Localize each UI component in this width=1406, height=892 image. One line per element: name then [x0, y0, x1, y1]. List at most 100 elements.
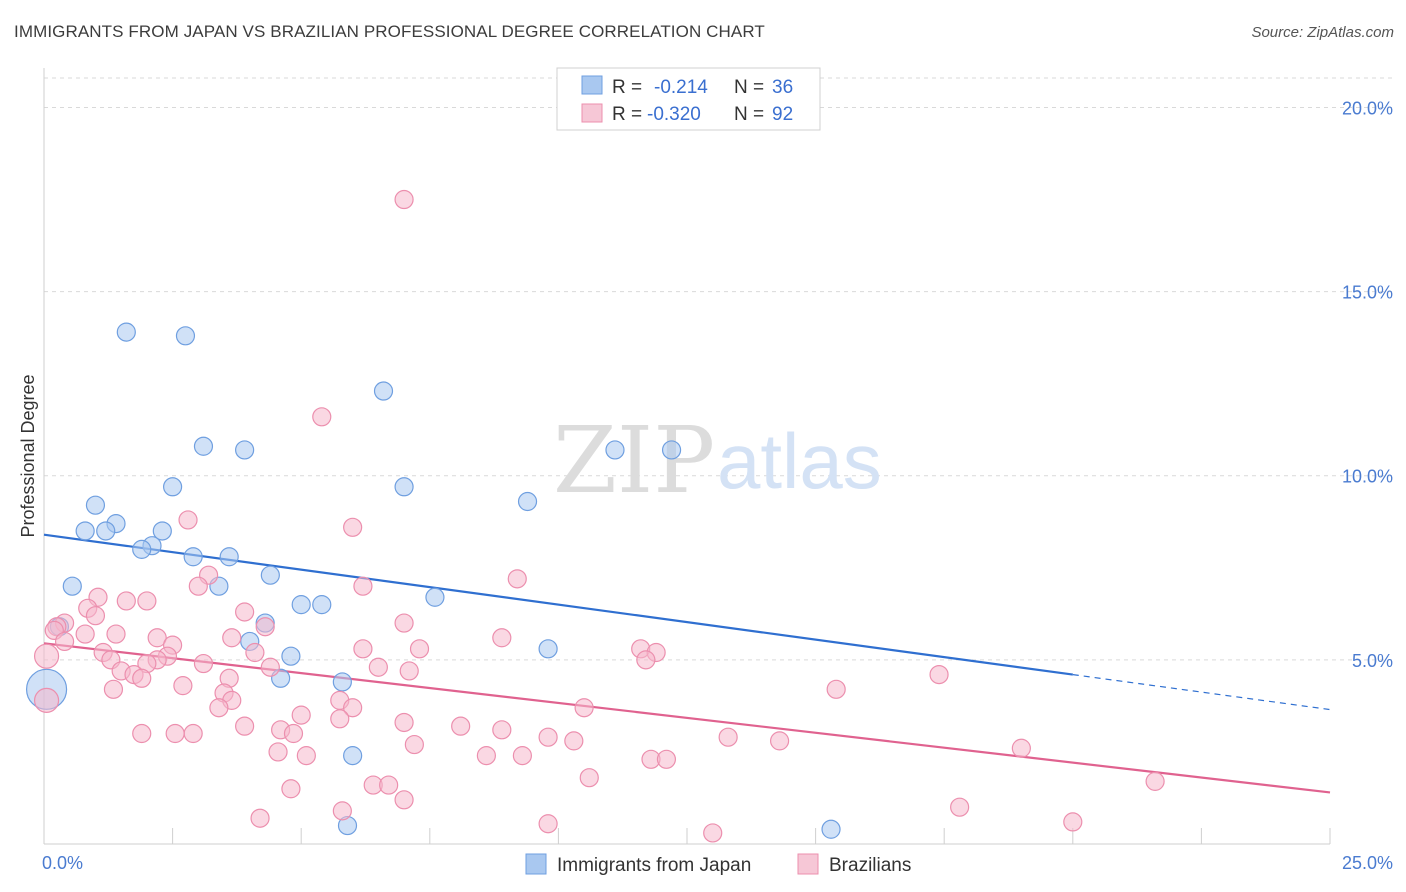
point-brazil-87 — [950, 797, 970, 817]
point-brazil-83 — [379, 775, 399, 795]
point-brazil-12 — [85, 606, 106, 626]
point-brazil-24 — [54, 631, 75, 652]
point-brazil-59 — [394, 712, 414, 733]
point-brazil-71 — [769, 731, 790, 751]
source-label: Source: ZipAtlas.com — [1251, 24, 1394, 41]
legend-n-label-japan: N = — [734, 77, 764, 98]
point-brazil-31 — [245, 642, 265, 663]
point-brazil-55 — [343, 698, 363, 718]
y-tick-label-1: 10.0% — [1342, 467, 1393, 487]
point-brazil-79 — [1011, 738, 1031, 758]
legend-swatch-japan — [581, 75, 603, 95]
point-japan-7 — [163, 477, 183, 497]
point-brazil-69 — [564, 731, 584, 751]
trend-line-brazil — [43, 642, 1331, 794]
point-brazil-42 — [260, 657, 280, 677]
point-japan-1 — [175, 326, 196, 346]
point-japan-31 — [332, 672, 352, 692]
point-brazil-66 — [132, 723, 152, 744]
point-brazil-23 — [492, 628, 512, 648]
point-japan-14 — [152, 521, 172, 541]
point-brazil-78 — [656, 749, 677, 769]
point-brazil-86 — [332, 801, 352, 821]
point-brazil-38 — [193, 653, 214, 674]
point-brazil-90 — [1063, 812, 1083, 832]
y-tick-label-0: 5.0% — [1352, 651, 1393, 671]
point-japan-28 — [538, 639, 558, 659]
x-tick-label-1: 25.0% — [1342, 853, 1393, 873]
y-tick-label-3: 20.0% — [1342, 98, 1393, 118]
point-brazil-22 — [222, 628, 242, 648]
point-brazil-89 — [538, 814, 558, 834]
point-brazil-36 — [636, 650, 656, 670]
point-brazil-56 — [574, 698, 594, 718]
point-japan-19 — [260, 565, 280, 585]
point-brazil-65 — [165, 723, 185, 744]
point-brazil-21 — [147, 628, 167, 648]
point-brazil-62 — [492, 720, 512, 740]
point-brazil-84 — [281, 779, 301, 799]
point-japan-4 — [235, 440, 255, 460]
point-brazil-6 — [188, 576, 208, 596]
point-brazil-27 — [409, 639, 430, 659]
point-japan-35 — [821, 819, 841, 839]
point-brazil-7 — [353, 576, 373, 596]
point-brazil-2 — [343, 517, 363, 537]
point-japan-0 — [116, 322, 136, 342]
point-japan-5 — [605, 440, 625, 460]
bottom-legend-swatch-brazil — [797, 853, 819, 875]
point-brazil-51 — [33, 687, 60, 713]
point-brazil-1 — [312, 407, 332, 427]
point-brazil-58 — [330, 709, 350, 729]
point-brazil-54 — [209, 698, 229, 718]
point-japan-13 — [96, 521, 116, 541]
point-brazil-16 — [255, 617, 275, 637]
point-brazil-81 — [1145, 771, 1165, 791]
point-brazil-91 — [703, 823, 723, 843]
point-brazil-80 — [579, 768, 599, 788]
point-brazil-72 — [404, 734, 424, 755]
legend-r-value-brazil: -0.320 — [647, 104, 701, 125]
point-japan-16 — [132, 539, 152, 559]
point-brazil-26 — [353, 639, 373, 659]
point-brazil-74 — [296, 746, 316, 766]
bottom-legend-japan: Immigrants from Japan — [557, 855, 751, 876]
point-brazil-9 — [116, 591, 136, 611]
point-japan-20 — [62, 576, 82, 596]
point-brazil-88 — [250, 808, 270, 828]
point-brazil-17 — [394, 613, 414, 633]
series-legend: Immigrants from Japan Brazilians — [525, 853, 911, 876]
point-brazil-60 — [451, 716, 471, 736]
point-brazil-48 — [173, 676, 193, 696]
point-brazil-46 — [929, 664, 949, 685]
chart-title: IMMIGRANTS FROM JAPAN VS BRAZILIAN PROFE… — [14, 22, 765, 41]
watermark-atlas: atlas — [717, 417, 882, 505]
point-brazil-76 — [512, 746, 532, 766]
legend-n-label-brazil: N = — [734, 104, 764, 125]
point-japan-6 — [661, 440, 682, 460]
legend-n-value-brazil: 92 — [772, 104, 793, 125]
point-brazil-4 — [507, 569, 527, 589]
stats-legend: R = -0.214 N = 36 R = -0.320 N = 92 — [556, 67, 821, 131]
point-brazil-85 — [394, 790, 414, 810]
point-brazil-70 — [718, 727, 738, 747]
legend-r-label-japan: R = — [612, 77, 642, 98]
point-brazil-50 — [826, 679, 846, 699]
point-brazil-19 — [75, 624, 95, 644]
point-brazil-64 — [183, 723, 203, 744]
point-japan-17 — [183, 547, 203, 567]
point-japan-33 — [343, 746, 363, 766]
legend-swatch-brazil — [581, 103, 603, 123]
point-brazil-20 — [106, 624, 126, 644]
point-japan-18 — [219, 547, 239, 567]
watermark-zip: ZIP — [553, 407, 715, 514]
point-brazil-73 — [268, 742, 288, 762]
point-brazil-67 — [283, 723, 304, 744]
legend-r-value-japan: -0.214 — [654, 77, 708, 98]
data-points — [25, 189, 1165, 843]
legend-r-label-brazil: R = — [612, 104, 642, 125]
bottom-legend-brazil: Brazilians — [829, 855, 911, 876]
point-brazil-40 — [399, 661, 419, 681]
point-brazil-75 — [476, 746, 496, 766]
